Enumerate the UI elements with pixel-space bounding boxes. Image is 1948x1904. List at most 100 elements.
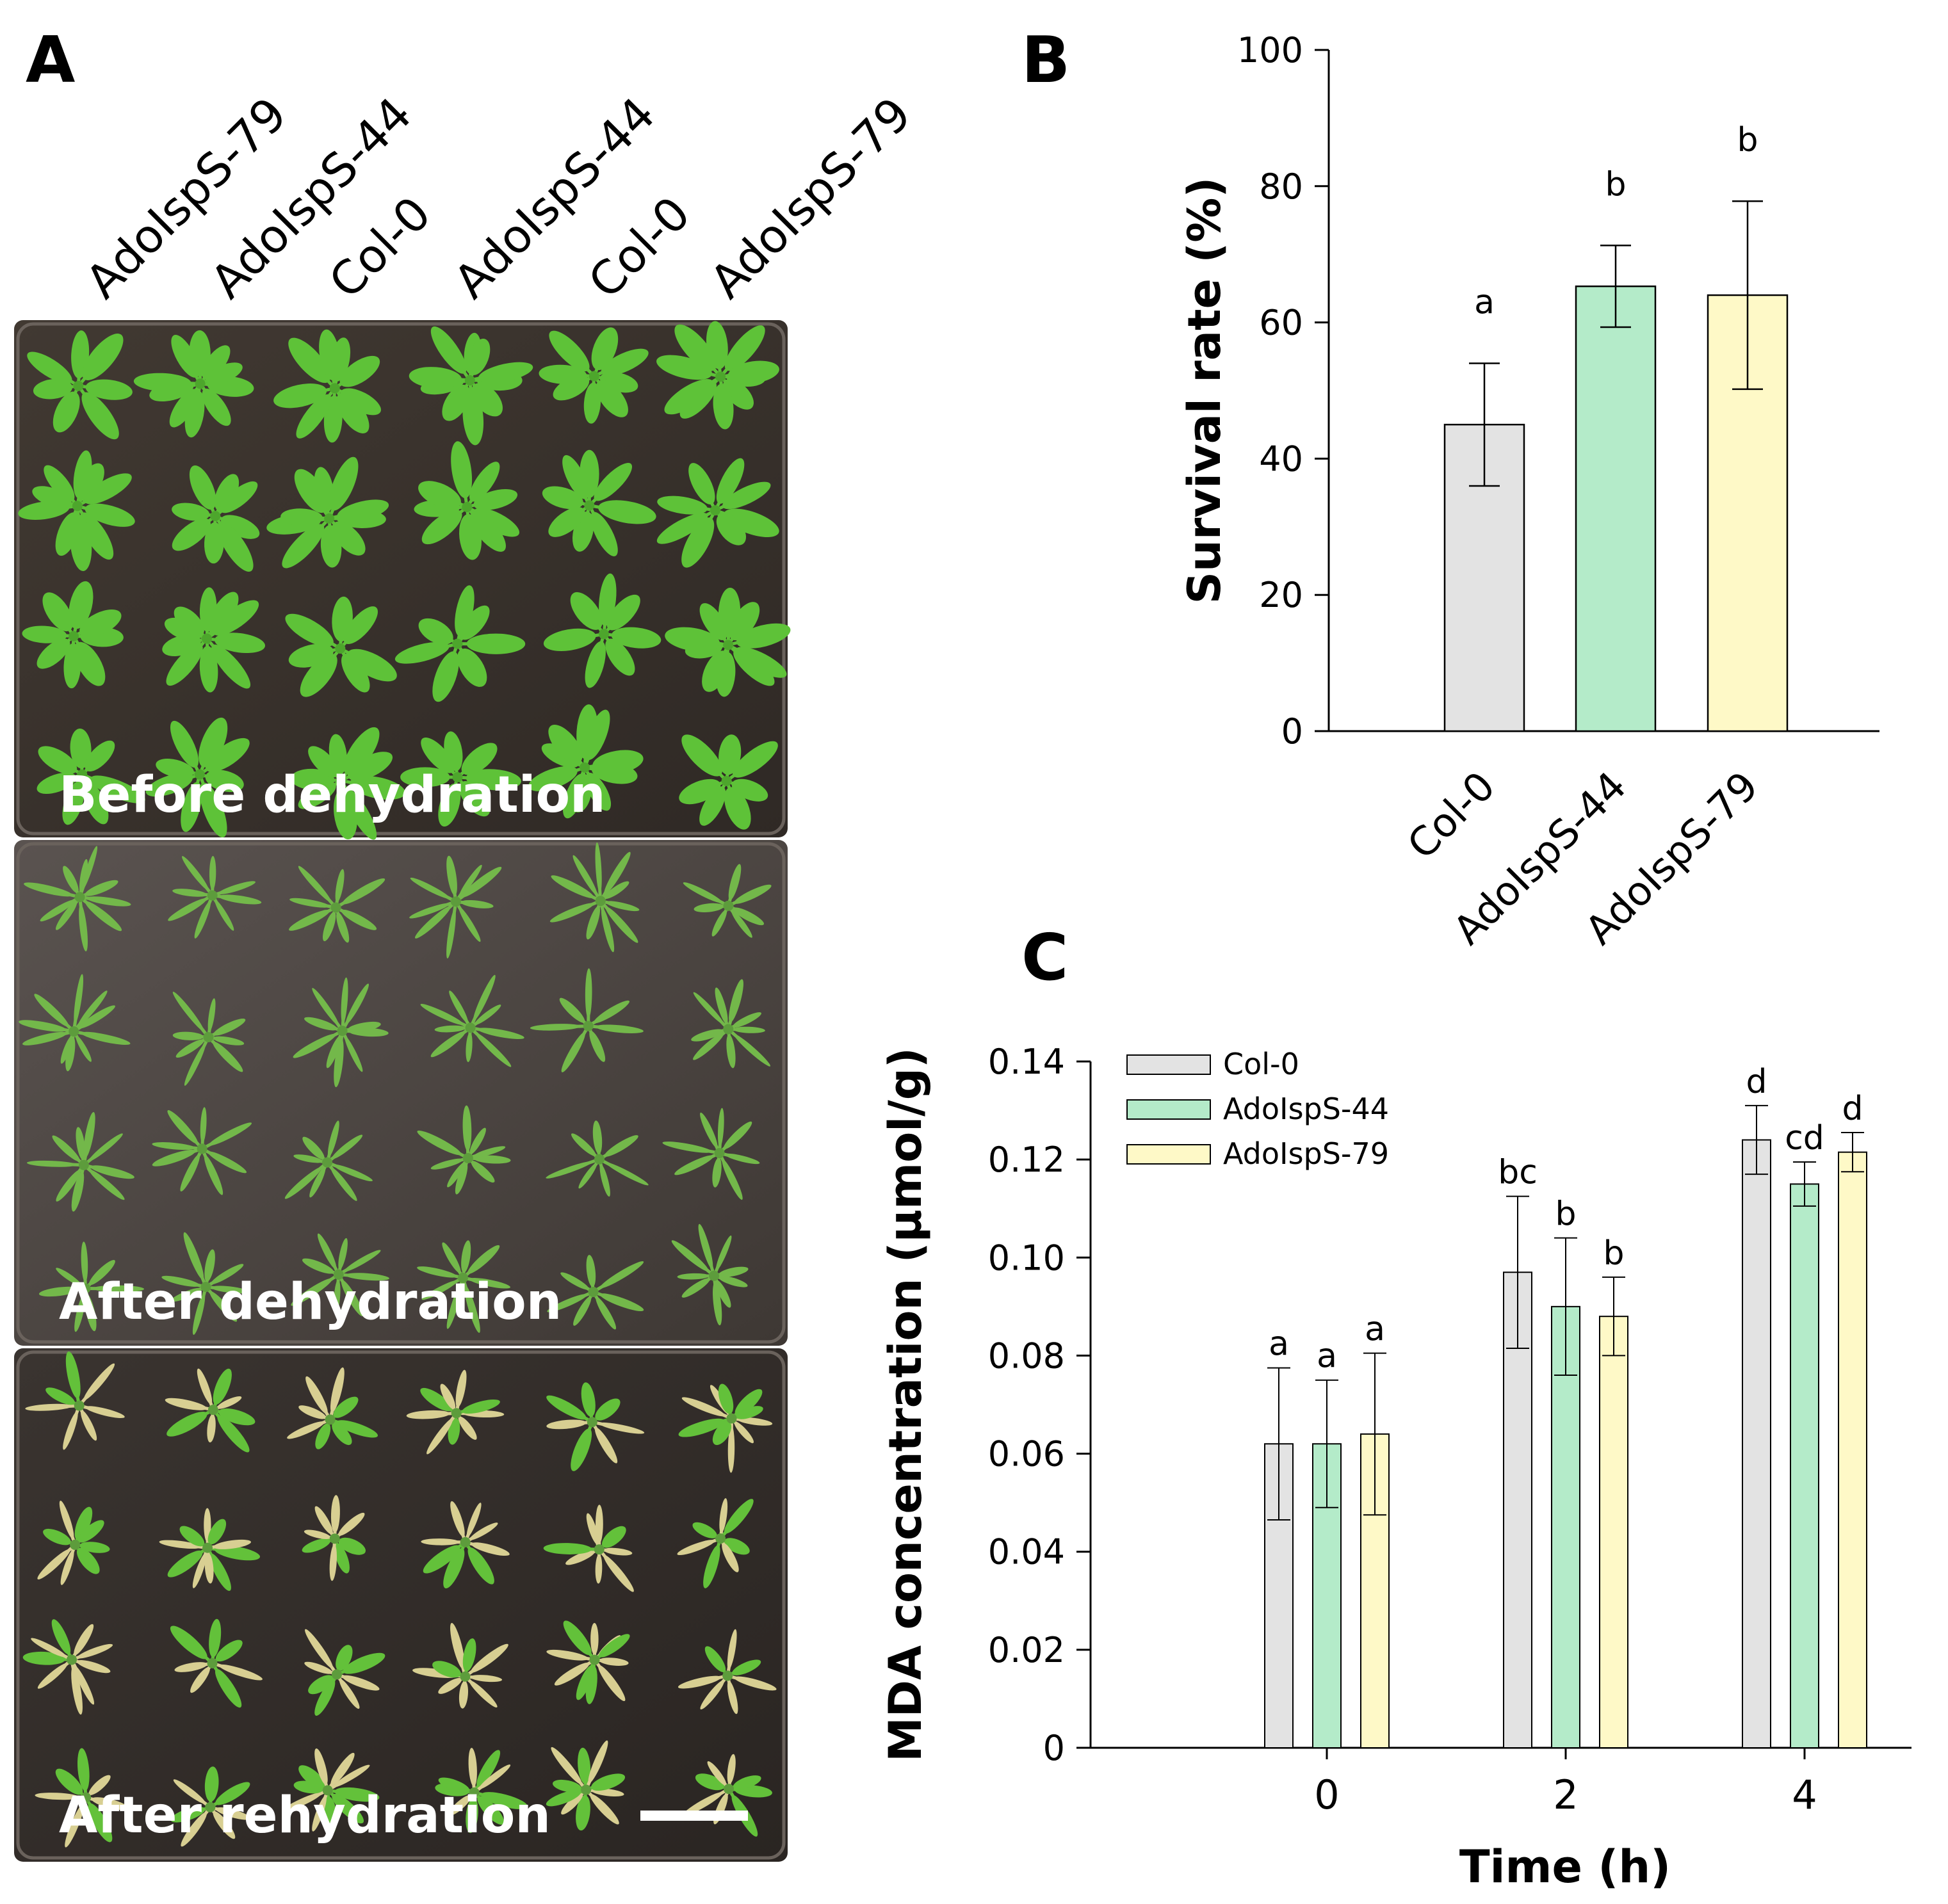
leaf [334,1038,344,1088]
leaf [712,1158,722,1188]
leaf [469,1680,498,1708]
leaf [724,787,751,830]
rosette [671,1223,749,1326]
leaf [218,522,254,572]
leaf [711,910,727,937]
leaf [656,512,708,544]
rosette-center [581,1784,592,1795]
leaf [208,1122,252,1146]
leaf [214,474,239,512]
leaf [90,1165,134,1179]
leaf [546,1790,581,1807]
leaf [664,379,714,415]
leaf [289,898,330,908]
rosette [665,587,791,697]
significance-label: b [1555,1195,1576,1234]
rosette [406,1369,505,1455]
rosette [546,1120,649,1197]
leaf [737,1417,773,1426]
leaf [671,1240,709,1271]
leaf [74,974,84,1024]
leaf [417,1266,457,1278]
leaf [467,339,491,375]
rosette-center [335,643,346,654]
rosette [414,441,520,560]
significance-label: cd [1785,1119,1824,1158]
leaf [22,1031,67,1045]
leaf [468,1748,477,1787]
leaf [85,1294,97,1332]
rosette-center [460,1671,471,1682]
leaf [31,1638,67,1658]
leaf [284,1166,322,1199]
leaf [322,912,336,942]
leaf [330,1367,345,1413]
rosette-center [451,1408,462,1419]
leaf [586,906,601,940]
leaf [53,391,80,433]
y-tick-label: 0.14 [988,1042,1065,1082]
photo-caption: After rehydration [59,1787,551,1844]
leaf [71,1666,83,1715]
leaf [724,1499,754,1534]
leaf [717,1108,724,1147]
leaf [291,1278,332,1306]
leaf [77,1748,90,1791]
leaf [199,782,227,838]
leaf [442,384,471,421]
rosette [37,1501,110,1585]
leaf [166,1412,207,1437]
leaf [724,325,765,371]
leaf [305,1376,328,1414]
leaf [562,774,586,819]
leaf [443,1548,465,1589]
rosette [662,1108,760,1200]
leaf [55,512,80,556]
rosette [530,968,644,1072]
leaf [713,383,734,430]
significance-label: bc [1498,1154,1538,1192]
leaf [606,1162,649,1186]
leaf [85,379,133,400]
leaf [336,1420,378,1438]
leaf [438,1677,462,1694]
leaf [417,1130,462,1156]
leaf [553,1779,582,1793]
leaf [565,1550,595,1565]
rosette [18,450,135,571]
panel-b-letter: B [1021,22,1070,97]
leaf [421,1538,460,1545]
leaf [343,1652,386,1674]
leaf [337,499,389,522]
leaf [438,1777,470,1793]
rosette-center [202,1542,213,1553]
leaf [192,1293,206,1335]
leaf [601,907,615,953]
rosette [172,992,246,1086]
rosette [302,1495,366,1581]
rosette-center [69,1026,79,1037]
leaf [170,1807,206,1823]
leaf [350,776,405,800]
leaf [722,1159,743,1200]
leaf [722,481,771,510]
leaf [304,1017,337,1031]
leaf [601,348,649,376]
bar [1790,1183,1819,1748]
rosette-center [81,1792,92,1803]
leaf [215,900,234,931]
leaf [462,1105,472,1151]
leaf [688,463,715,504]
leaf [60,1550,74,1585]
rosette-center [329,1533,340,1544]
leaf [37,1663,68,1689]
leaf [312,1795,327,1832]
leaf [462,1638,476,1672]
rosette-center [715,1533,726,1544]
leaf [330,1167,357,1201]
leaf [88,1133,123,1161]
leaf [543,628,596,652]
leaf [706,321,728,369]
leaf [22,1651,65,1665]
